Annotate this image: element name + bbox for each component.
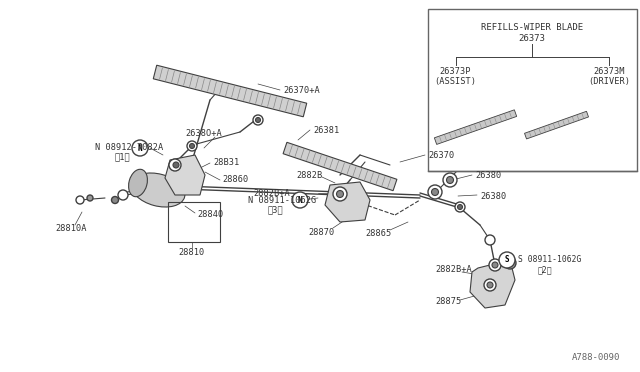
- Circle shape: [504, 257, 516, 269]
- Circle shape: [253, 115, 263, 125]
- Circle shape: [173, 162, 179, 168]
- Text: 26373M: 26373M: [593, 67, 625, 76]
- Text: N 08912-7082A: N 08912-7082A: [95, 142, 163, 151]
- Text: （1）: （1）: [115, 153, 131, 161]
- Circle shape: [455, 202, 465, 212]
- Circle shape: [499, 252, 515, 268]
- Polygon shape: [470, 260, 515, 308]
- Circle shape: [458, 205, 463, 209]
- Text: S 08911-1062G: S 08911-1062G: [518, 256, 581, 264]
- Text: 26373P: 26373P: [440, 67, 471, 76]
- Text: 26380: 26380: [475, 170, 501, 180]
- Text: N: N: [138, 144, 142, 153]
- Polygon shape: [325, 182, 370, 222]
- Text: 26381: 26381: [313, 125, 339, 135]
- Text: 2882B: 2882B: [296, 170, 323, 180]
- Circle shape: [292, 192, 308, 208]
- Circle shape: [337, 190, 344, 198]
- Circle shape: [485, 235, 495, 245]
- Text: 28840: 28840: [197, 209, 223, 218]
- Text: 26370: 26370: [428, 151, 454, 160]
- Text: 28870: 28870: [308, 228, 334, 237]
- Circle shape: [492, 262, 498, 268]
- Circle shape: [489, 259, 501, 271]
- Text: REFILLS-WIPER BLADE: REFILLS-WIPER BLADE: [481, 23, 583, 32]
- Text: (ASSIST): (ASSIST): [435, 77, 477, 86]
- Bar: [168, 202, 220, 242]
- Text: 2638O+A: 2638O+A: [185, 128, 221, 138]
- Text: 28875: 28875: [435, 298, 461, 307]
- Circle shape: [255, 118, 260, 122]
- Text: 26380: 26380: [480, 192, 506, 201]
- Text: 28865: 28865: [365, 228, 391, 237]
- Text: 28810: 28810: [178, 247, 204, 257]
- Text: （2）: （2）: [538, 266, 552, 275]
- Text: 26373: 26373: [519, 34, 545, 43]
- Text: 26370+A: 26370+A: [283, 86, 320, 94]
- Text: (DRIVER): (DRIVER): [588, 77, 630, 86]
- Polygon shape: [165, 155, 205, 195]
- Text: 28B31: 28B31: [213, 157, 239, 167]
- Circle shape: [333, 187, 347, 201]
- Ellipse shape: [129, 169, 147, 197]
- Circle shape: [484, 279, 496, 291]
- Polygon shape: [283, 142, 397, 191]
- Circle shape: [111, 196, 118, 203]
- Text: （3）: （3）: [268, 205, 284, 215]
- Bar: [428, 9, 637, 171]
- Circle shape: [443, 173, 457, 187]
- Circle shape: [118, 190, 128, 200]
- Polygon shape: [525, 111, 589, 139]
- Text: N 08911-1062G: N 08911-1062G: [248, 196, 316, 205]
- Circle shape: [447, 176, 454, 183]
- Ellipse shape: [131, 173, 185, 207]
- Circle shape: [76, 196, 84, 204]
- Text: A788-0090: A788-0090: [572, 353, 620, 362]
- Circle shape: [431, 189, 438, 196]
- Text: 28860: 28860: [222, 174, 248, 183]
- Polygon shape: [154, 65, 307, 117]
- Circle shape: [189, 144, 195, 148]
- Text: 2882B+A: 2882B+A: [253, 189, 290, 198]
- Circle shape: [132, 140, 148, 156]
- Circle shape: [428, 185, 442, 199]
- Circle shape: [87, 195, 93, 201]
- Polygon shape: [435, 110, 516, 144]
- Circle shape: [169, 159, 181, 171]
- Text: 28810A: 28810A: [55, 224, 86, 232]
- Text: S: S: [505, 256, 509, 264]
- Text: 2882B+A: 2882B+A: [435, 266, 472, 275]
- Text: N: N: [298, 196, 302, 205]
- Circle shape: [187, 141, 197, 151]
- Circle shape: [507, 260, 513, 266]
- Circle shape: [487, 282, 493, 288]
